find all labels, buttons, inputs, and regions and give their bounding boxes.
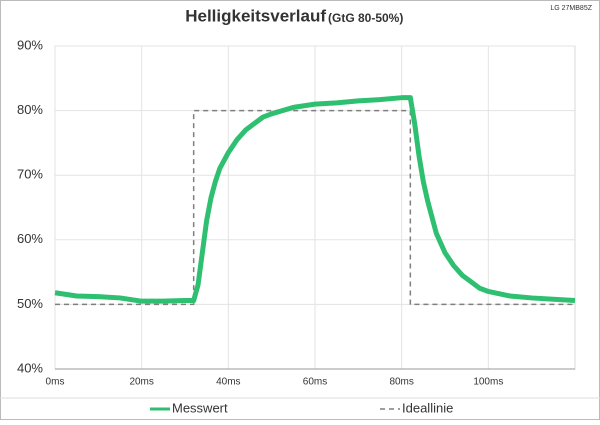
annotation: LG 27MB85Z [550, 5, 592, 12]
y-tick-label: 90% [17, 37, 43, 52]
y-tick-label: 40% [17, 360, 43, 375]
chart-subtitle: (GtG 80-50%) [328, 11, 403, 25]
series-line [54, 95, 576, 304]
x-tick-label: 0ms [46, 377, 65, 388]
chart-title: Helligkeitsverlauf [185, 6, 326, 25]
y-tick-label: 70% [17, 167, 43, 182]
x-tick-label: 60ms [303, 377, 327, 388]
x-tick-label: 20ms [129, 377, 153, 388]
y-tick-label: 60% [17, 231, 43, 246]
x-tick-label: 100ms [473, 377, 503, 388]
x-tick-label: 40ms [216, 377, 240, 388]
x-tick-label: 80ms [389, 377, 413, 388]
legend-label: Ideallinie [402, 400, 453, 415]
y-tick-label: 80% [17, 102, 43, 117]
y-tick-label: 50% [17, 296, 43, 311]
legend-label: Messwert [172, 400, 228, 415]
